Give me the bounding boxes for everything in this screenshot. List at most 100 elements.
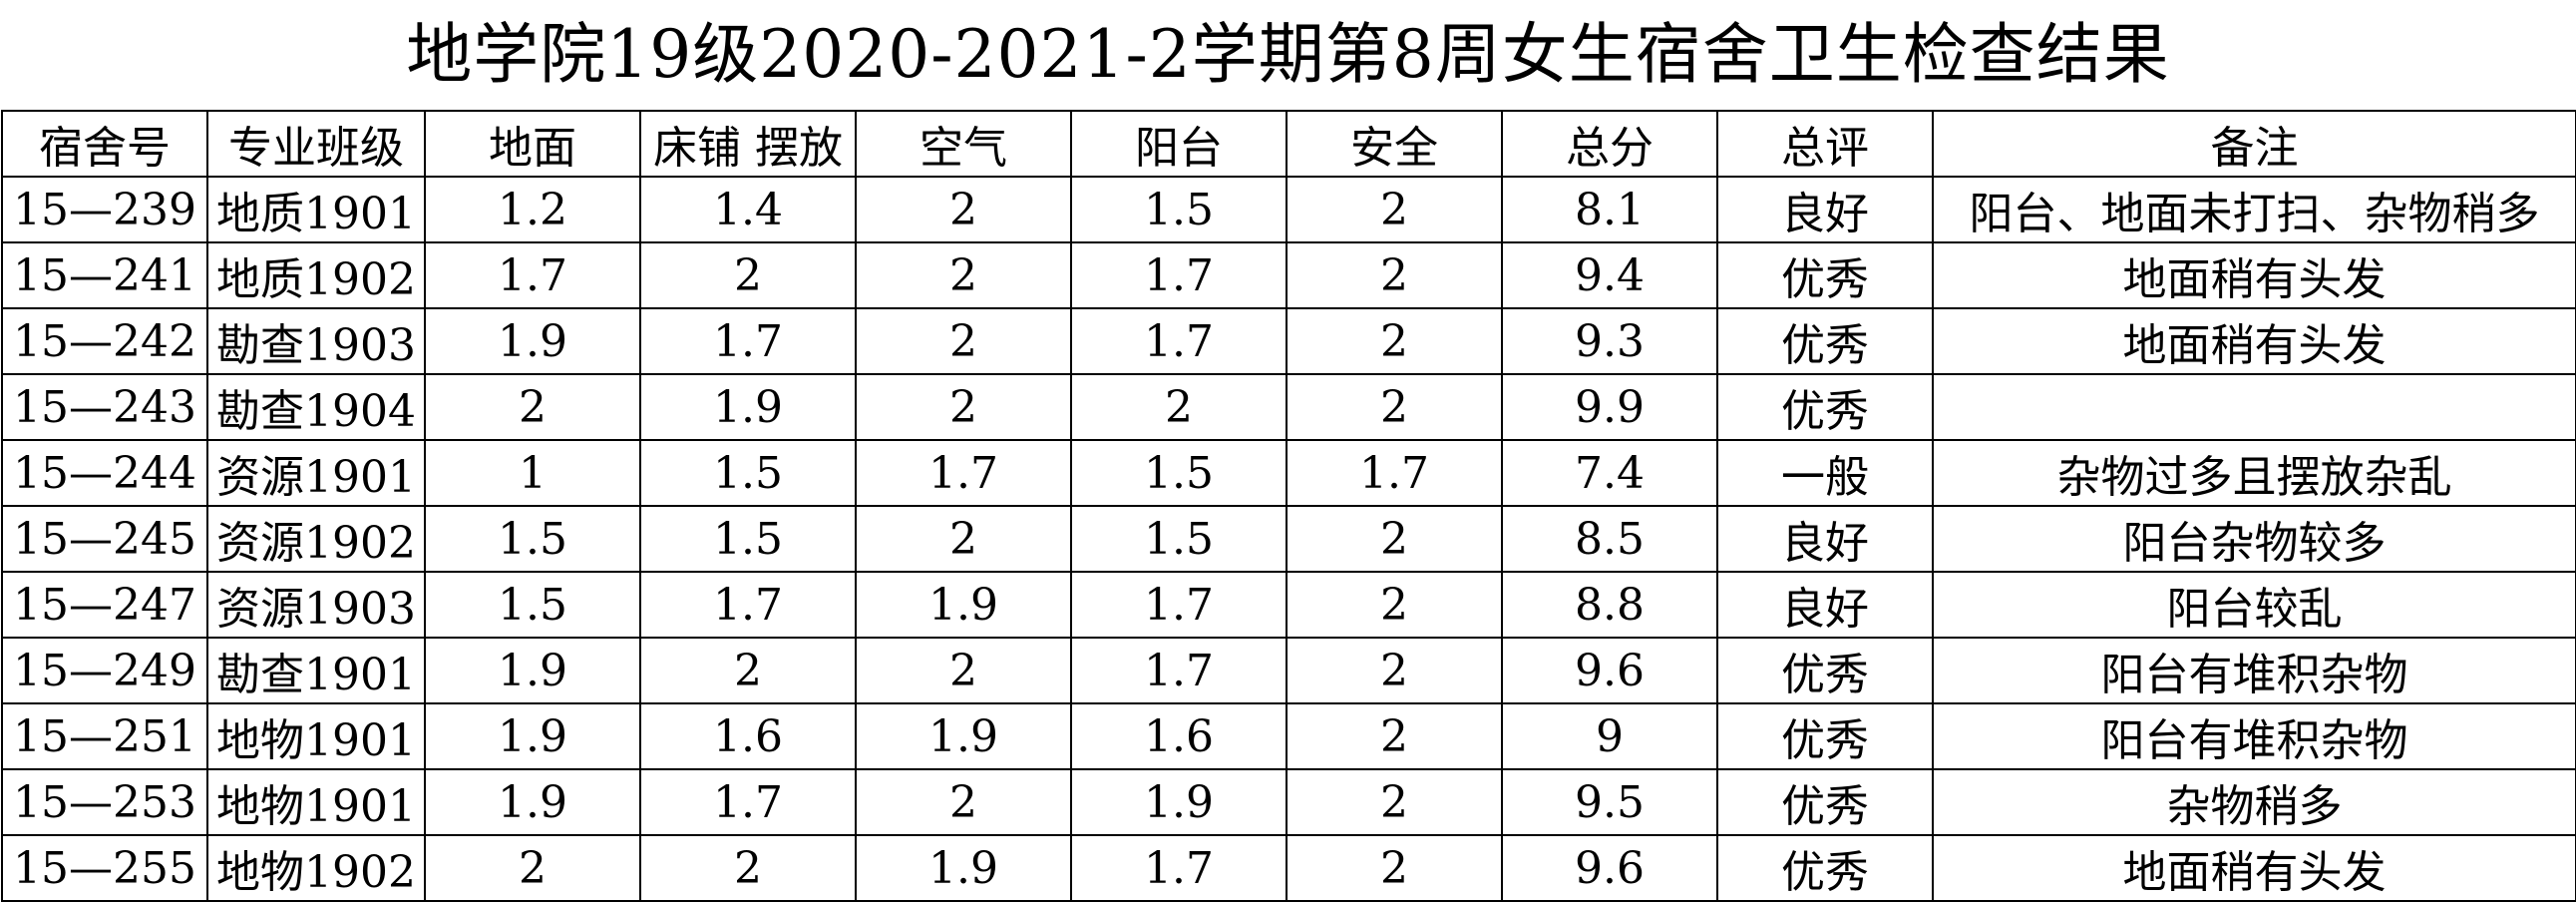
remark-cell: 杂物过多且摆放杂乱 [1932, 439, 2576, 507]
safety-score-cell: 2 [1286, 176, 1503, 243]
table-row: 15—244 资源1901 1 1.5 1.7 1.5 1.7 7.4 一般 杂物过多且摆放杂乱 [1, 439, 2576, 507]
class-cell: 勘查1903 [206, 307, 426, 375]
floor-score-cell: 1.7 [424, 241, 641, 309]
rating-cell: 良好 [1716, 505, 1934, 573]
class-cell: 地质1901 [206, 176, 426, 243]
bed-score-cell: 2 [639, 637, 857, 704]
header-cell-bed: 床铺 摆放 [639, 110, 857, 178]
rating-cell: 优秀 [1716, 637, 1934, 704]
floor-score-cell: 2 [424, 834, 641, 902]
bed-score-cell: 1.7 [639, 571, 857, 639]
air-score-cell: 2 [855, 768, 1072, 836]
remark-cell: 地面稍有头发 [1932, 307, 2576, 375]
bed-score-cell: 1.7 [639, 768, 857, 836]
air-score-cell: 2 [855, 176, 1072, 243]
air-score-cell: 2 [855, 637, 1072, 704]
dorm-cell: 15—242 [1, 307, 208, 375]
rating-cell: 优秀 [1716, 241, 1934, 309]
bed-score-cell: 1.6 [639, 702, 857, 770]
safety-score-cell: 2 [1286, 241, 1503, 309]
header-cell-total: 总分 [1501, 110, 1718, 178]
total-score-cell: 9.6 [1501, 637, 1718, 704]
inspection-table: 宿舍号 专业班级 地面 床铺 摆放 空气 阳台 安全 总分 总评 备注 15—2… [1, 110, 2576, 902]
floor-score-cell: 1.9 [424, 768, 641, 836]
air-score-cell: 2 [855, 241, 1072, 309]
remark-cell: 地面稍有头发 [1932, 241, 2576, 309]
table-row: 15—255 地物1902 2 2 1.9 1.7 2 9.6 优秀 地面稍有头发 [1, 834, 2576, 902]
air-score-cell: 1.9 [855, 702, 1072, 770]
total-score-cell: 9.6 [1501, 834, 1718, 902]
balcony-score-cell: 1.5 [1070, 439, 1288, 507]
safety-score-cell: 2 [1286, 637, 1503, 704]
table-row: 15—251 地物1901 1.9 1.6 1.9 1.6 2 9 优秀 阳台有堆积杂物 [1, 702, 2576, 770]
safety-score-cell: 2 [1286, 834, 1503, 902]
safety-score-cell: 2 [1286, 373, 1503, 441]
air-score-cell: 2 [855, 307, 1072, 375]
balcony-score-cell: 1.5 [1070, 505, 1288, 573]
floor-score-cell: 1.9 [424, 307, 641, 375]
dorm-cell: 15—249 [1, 637, 208, 704]
dorm-cell: 15—253 [1, 768, 208, 836]
bed-score-cell: 1.4 [639, 176, 857, 243]
air-score-cell: 1.9 [855, 834, 1072, 902]
rating-cell: 一般 [1716, 439, 1934, 507]
table-row: 15—253 地物1901 1.9 1.7 2 1.9 2 9.5 优秀 杂物稍多 [1, 768, 2576, 836]
rating-cell: 良好 [1716, 176, 1934, 243]
safety-score-cell: 2 [1286, 768, 1503, 836]
remark-cell: 阳台、地面未打扫、杂物稍多 [1932, 176, 2576, 243]
total-score-cell: 9.5 [1501, 768, 1718, 836]
floor-score-cell: 1.2 [424, 176, 641, 243]
bed-score-cell: 2 [639, 241, 857, 309]
remark-cell: 阳台有堆积杂物 [1932, 702, 2576, 770]
total-score-cell: 9 [1501, 702, 1718, 770]
floor-score-cell: 1 [424, 439, 641, 507]
total-score-cell: 7.4 [1501, 439, 1718, 507]
air-score-cell: 1.9 [855, 571, 1072, 639]
bed-score-cell: 1.5 [639, 505, 857, 573]
floor-score-cell: 1.9 [424, 637, 641, 704]
bed-score-cell: 1.5 [639, 439, 857, 507]
air-score-cell: 2 [855, 373, 1072, 441]
bed-score-cell: 1.7 [639, 307, 857, 375]
remark-cell: 阳台杂物较多 [1932, 505, 2576, 573]
dorm-cell: 15—239 [1, 176, 208, 243]
floor-score-cell: 1.5 [424, 505, 641, 573]
header-cell-balcony: 阳台 [1070, 110, 1288, 178]
balcony-score-cell: 1.7 [1070, 637, 1288, 704]
balcony-score-cell: 1.9 [1070, 768, 1288, 836]
total-score-cell: 8.5 [1501, 505, 1718, 573]
balcony-score-cell: 2 [1070, 373, 1288, 441]
class-cell: 资源1902 [206, 505, 426, 573]
rating-cell: 优秀 [1716, 307, 1934, 375]
dorm-cell: 15—245 [1, 505, 208, 573]
remark-cell: 地面稍有头发 [1932, 834, 2576, 902]
header-cell-safety: 安全 [1286, 110, 1503, 178]
dorm-cell: 15—255 [1, 834, 208, 902]
bed-score-cell: 2 [639, 834, 857, 902]
total-score-cell: 8.1 [1501, 176, 1718, 243]
header-cell-air: 空气 [855, 110, 1072, 178]
air-score-cell: 2 [855, 505, 1072, 573]
safety-score-cell: 2 [1286, 702, 1503, 770]
balcony-score-cell: 1.5 [1070, 176, 1288, 243]
balcony-score-cell: 1.7 [1070, 834, 1288, 902]
class-cell: 地质1902 [206, 241, 426, 309]
class-cell: 地物1901 [206, 702, 426, 770]
balcony-score-cell: 1.7 [1070, 571, 1288, 639]
dorm-cell: 15—247 [1, 571, 208, 639]
table-body: 15—239 地质1901 1.2 1.4 2 1.5 2 8.1 良好 阳台、地面未打扫、杂物稍… [1, 176, 2576, 902]
table-row: 15—243 勘查1904 2 1.9 2 2 2 9.9 优秀 [1, 373, 2576, 441]
table-row: 15—242 勘查1903 1.9 1.7 2 1.7 2 9.3 优秀 地面稍有头发 [1, 307, 2576, 375]
header-cell-class: 专业班级 [206, 110, 426, 178]
safety-score-cell: 2 [1286, 505, 1503, 573]
remark-cell: 阳台有堆积杂物 [1932, 637, 2576, 704]
safety-score-cell: 1.7 [1286, 439, 1503, 507]
rating-cell: 优秀 [1716, 373, 1934, 441]
total-score-cell: 9.9 [1501, 373, 1718, 441]
safety-score-cell: 2 [1286, 307, 1503, 375]
class-cell: 地物1901 [206, 768, 426, 836]
header-cell-dorm: 宿舍号 [1, 110, 208, 178]
table-row: 15—239 地质1901 1.2 1.4 2 1.5 2 8.1 良好 阳台、地面未打扫、杂物稍… [1, 176, 2576, 243]
total-score-cell: 9.3 [1501, 307, 1718, 375]
class-cell: 地物1902 [206, 834, 426, 902]
